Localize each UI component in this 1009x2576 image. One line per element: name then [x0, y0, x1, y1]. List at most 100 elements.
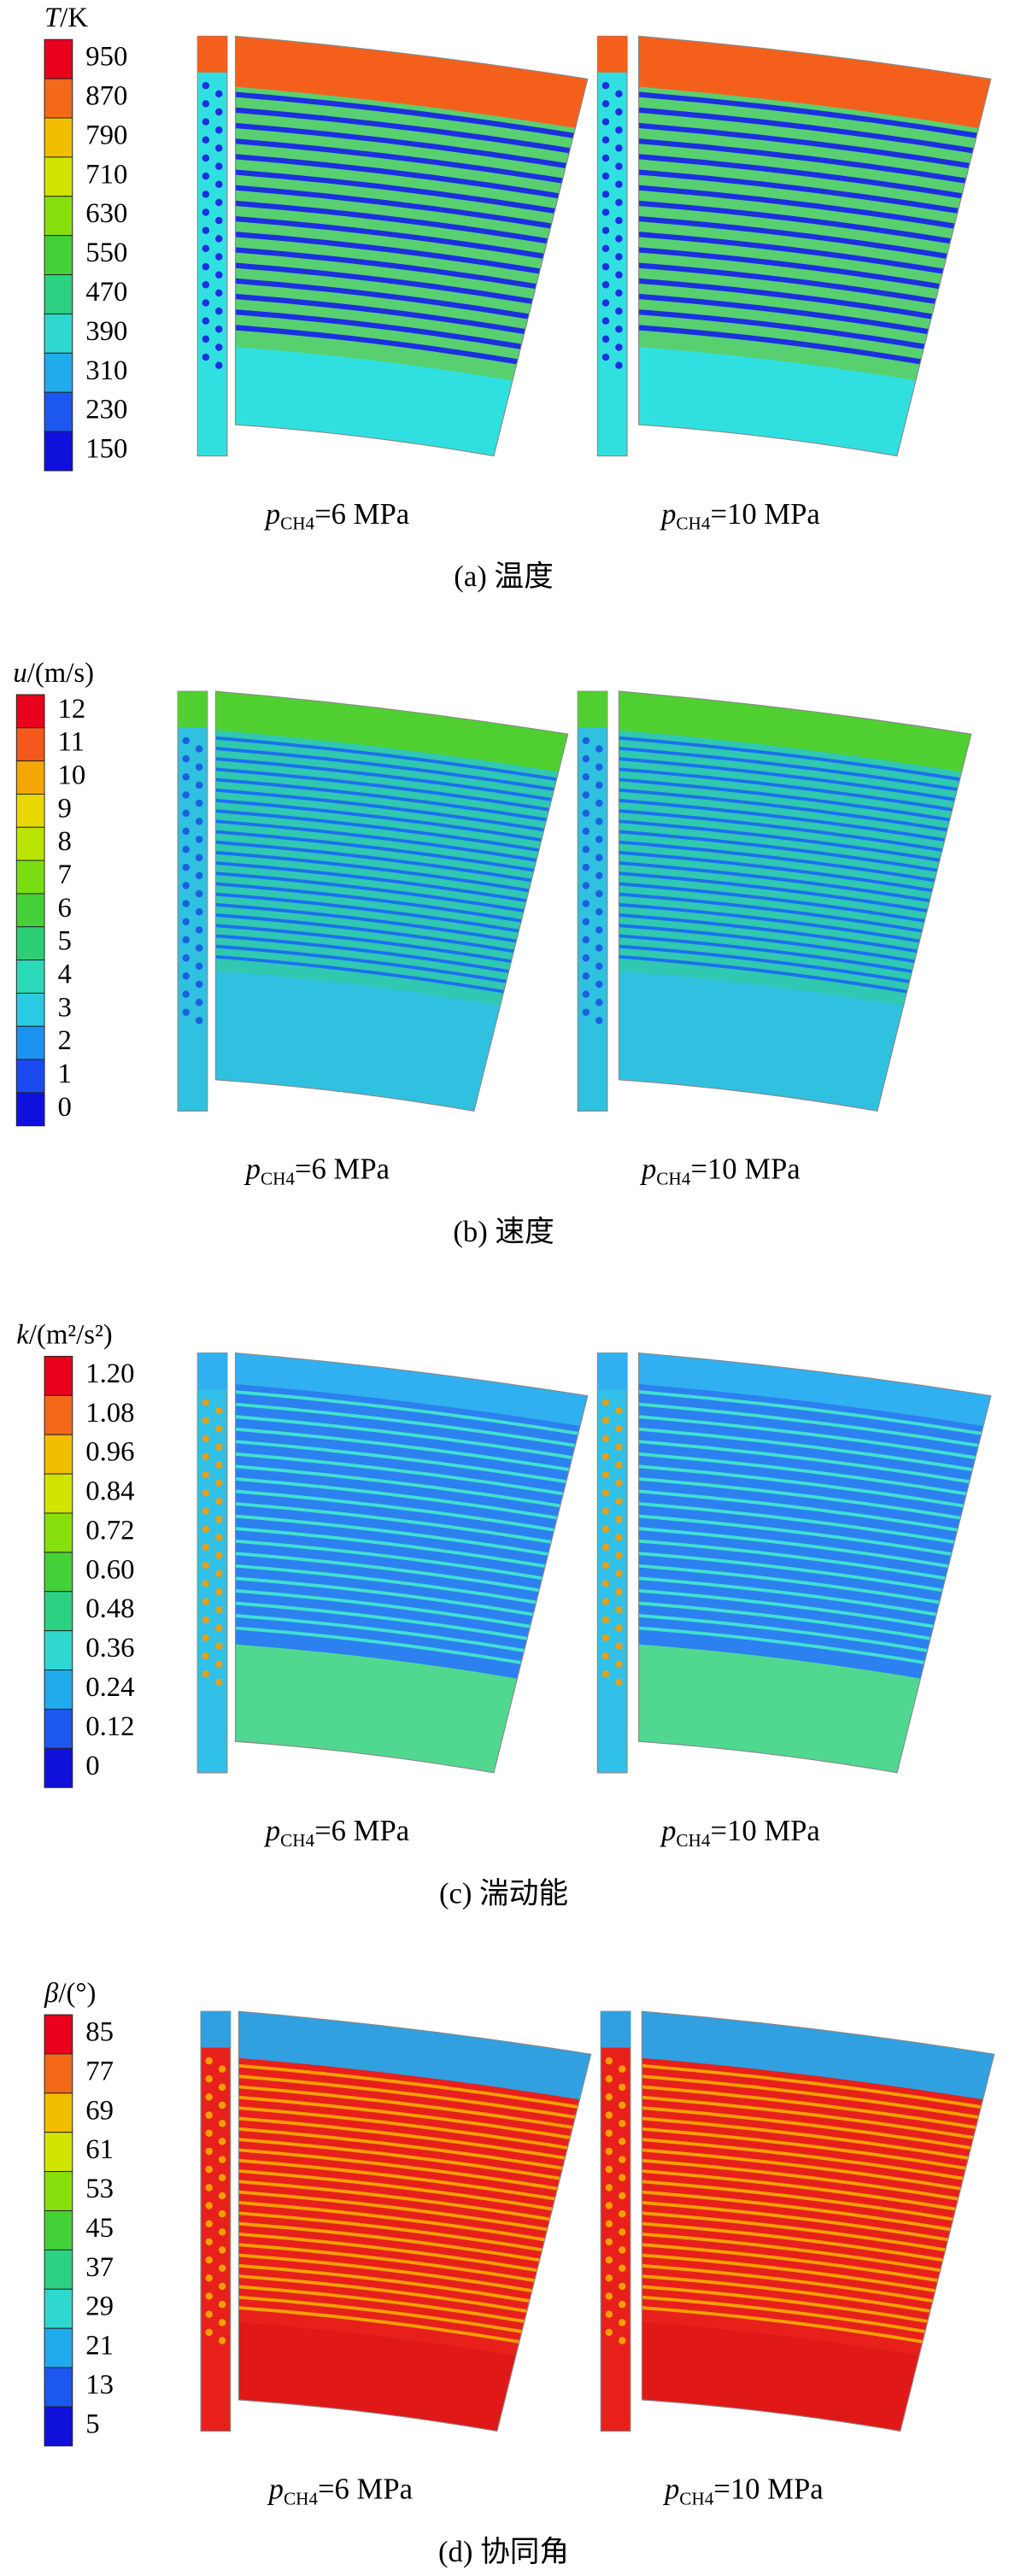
- contour-stripe: [238, 2232, 537, 2273]
- legend-unit: /K: [60, 3, 88, 33]
- contour-stripe: [638, 138, 966, 184]
- strip-dot: [615, 1406, 623, 1415]
- contour-band: [235, 347, 513, 456]
- strip-dot: [601, 172, 610, 180]
- contour-stripe: [638, 262, 936, 304]
- strip-dot: [601, 1470, 610, 1479]
- contour-stripe: [619, 757, 955, 801]
- contour-stripe: [638, 247, 940, 290]
- strip-dot: [605, 2165, 613, 2174]
- contour-stripe: [235, 278, 530, 320]
- colorbar-swatch: [44, 1591, 73, 1632]
- strip-dot: [202, 353, 210, 361]
- strip-dot: [195, 999, 203, 1006]
- colorbar-label: 45: [85, 2213, 114, 2244]
- strip-dot: [218, 2246, 226, 2254]
- colorbar-swatch: [44, 1708, 73, 1749]
- inlet-strip-top: [578, 691, 607, 728]
- strip-dot: [615, 1605, 623, 1614]
- subcaption-symbol: p: [243, 1153, 261, 1186]
- contour-stripe: [642, 2232, 941, 2273]
- subcaption-subscript: CH4: [676, 513, 710, 533]
- strip-dot: [601, 100, 610, 108]
- contour-stripe: [642, 2158, 959, 2201]
- strip-dot: [218, 2319, 226, 2327]
- colorbar-label: 2: [57, 1025, 71, 1056]
- strip-dot: [202, 118, 210, 126]
- strip-dot: [615, 1515, 623, 1523]
- contour-stripe: [619, 746, 958, 791]
- strip-dot: [619, 2156, 626, 2163]
- legend-title: k/(m²/s²): [16, 1319, 112, 1350]
- strip-dot: [619, 2119, 626, 2127]
- contour-band: [638, 1353, 991, 1426]
- contour-stripe: [642, 2211, 946, 2252]
- colorbar-label: 53: [85, 2174, 114, 2204]
- contour-stripe: [238, 2127, 563, 2170]
- legend-symbol: β: [44, 1977, 59, 2008]
- strip-dot: [615, 361, 623, 369]
- subcaption-text: =6 MPa: [314, 498, 409, 531]
- strip-dot: [202, 281, 210, 289]
- strip-dot: [615, 198, 623, 207]
- strip-dot: [615, 1552, 623, 1559]
- colorbar-swatch: [44, 1512, 73, 1553]
- strip-dot: [595, 818, 603, 825]
- contour-stripe: [235, 1427, 570, 1472]
- contour-stripe: [638, 1601, 931, 1640]
- colorbar-swatch: [44, 1552, 73, 1593]
- contour-stripe: [238, 2169, 553, 2211]
- subcaption-symbol: p: [263, 498, 280, 531]
- contour-outline: [214, 690, 569, 1112]
- contour-band: [638, 36, 991, 128]
- strip-dot: [595, 871, 603, 880]
- contour-stripe: [238, 2180, 550, 2221]
- contour-stripe: [619, 850, 933, 893]
- strip-dot: [615, 180, 623, 189]
- contour-stripe: [235, 200, 548, 244]
- contour-stripe: [215, 777, 548, 822]
- contour-stripe: [235, 1614, 525, 1652]
- contour-stripe: [619, 944, 910, 983]
- colorbar-swatch: [44, 2171, 73, 2211]
- strip-dot: [215, 1660, 223, 1668]
- strip-dot: [601, 299, 610, 307]
- strip-dot: [615, 1479, 623, 1488]
- colorbar-swatch: [44, 78, 73, 119]
- contour-stripe: [638, 1390, 983, 1435]
- contour-stripe: [642, 2306, 924, 2344]
- contour-stripe: [638, 1527, 949, 1568]
- contour-stripe: [638, 1576, 937, 1617]
- strip-dot: [195, 926, 203, 934]
- strip-dot: [615, 90, 623, 98]
- contour-stripe: [235, 1452, 564, 1496]
- contour-stripe: [619, 777, 951, 822]
- contour-stripe: [619, 798, 946, 842]
- colorbar-label: 1.20: [85, 1358, 134, 1389]
- contour-stripe: [235, 309, 522, 349]
- contour-stripe: [642, 2127, 966, 2170]
- contour-stripe: [215, 944, 507, 983]
- contour-stripe: [238, 2201, 545, 2242]
- contour-stripe: [235, 1489, 555, 1532]
- strip-dot: [215, 1534, 223, 1541]
- strip-dot: [182, 900, 190, 907]
- contour-stripe: [238, 2148, 558, 2191]
- colorbar-label: 85: [85, 2017, 114, 2048]
- strip-dot: [218, 2138, 226, 2145]
- contour-stripe: [638, 200, 952, 244]
- contour-stripe: [619, 892, 923, 933]
- contour-stripe: [238, 2306, 520, 2344]
- colorbar-swatch: [44, 431, 73, 472]
- colorbar-swatch: [15, 1059, 45, 1094]
- subcaption-text: =10 MPa: [710, 498, 819, 531]
- strip-dot: [605, 2274, 613, 2282]
- strip-dot: [582, 954, 590, 962]
- strip-dot: [202, 317, 210, 325]
- strip-dot: [619, 2101, 626, 2110]
- strip-dot: [205, 2057, 213, 2065]
- contour-stripe: [642, 2295, 926, 2333]
- colorbar-label: 0.48: [85, 1593, 134, 1624]
- strip-dot: [182, 864, 190, 871]
